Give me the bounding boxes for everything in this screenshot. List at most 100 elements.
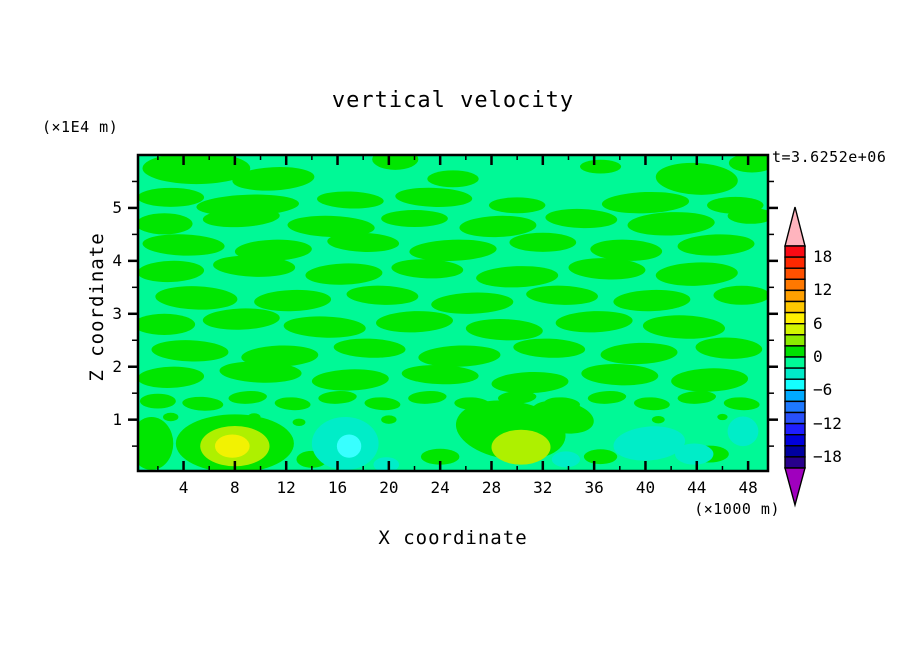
contour-region	[418, 345, 501, 367]
colorbar-segment	[784, 422, 806, 436]
contour-region	[372, 155, 419, 170]
x-axis-title: X coordinate	[378, 527, 528, 549]
y-axis-unit: (×1E4 m)	[42, 118, 119, 136]
contour-region	[408, 391, 447, 404]
contour-region	[513, 338, 586, 358]
contour-region	[655, 162, 738, 195]
contour-region	[391, 259, 464, 279]
contour-region	[551, 451, 581, 468]
colorbar-segment	[784, 311, 806, 325]
contour-region	[142, 155, 251, 185]
contour-region	[488, 197, 546, 214]
contour-region	[431, 292, 514, 314]
contour-region	[727, 207, 768, 224]
contour-region	[583, 449, 618, 465]
contour-region	[155, 286, 238, 310]
contour-region	[214, 434, 250, 458]
contour-region	[401, 365, 479, 385]
contour-region	[138, 417, 174, 470]
x-tick-label: 40	[635, 478, 656, 497]
contour-region	[600, 342, 678, 365]
x-tick-label: 12	[276, 478, 296, 497]
contour-region	[138, 313, 196, 335]
colorbar-tick-label: 12	[813, 280, 833, 300]
z-tick-label: 3	[112, 303, 122, 323]
contour-region	[317, 191, 384, 209]
colorbar-tick-label: 6	[813, 313, 823, 333]
contour-region	[674, 443, 714, 465]
contour-region	[526, 285, 598, 305]
contour-region	[627, 212, 715, 236]
contour-region	[601, 191, 690, 214]
contour-region	[142, 234, 225, 256]
contour-region	[138, 260, 205, 283]
contour-region	[182, 396, 224, 411]
contour-region	[151, 340, 229, 362]
x-tick-label: 4	[178, 478, 189, 497]
colorbar-segment	[784, 334, 806, 347]
contour-region	[376, 311, 453, 333]
contour-region	[723, 397, 760, 411]
colorbar-segment	[784, 278, 806, 292]
x-tick-label: 32	[533, 478, 553, 497]
contour-region	[283, 316, 366, 338]
colorbar-segment	[784, 267, 806, 281]
contour-region	[491, 371, 569, 394]
colorbar-segment	[784, 400, 806, 414]
contour-region	[717, 413, 728, 421]
contour-region	[581, 364, 659, 386]
x-tick-label: 44	[687, 478, 707, 497]
contour-field	[138, 155, 768, 471]
contour-region	[427, 170, 479, 188]
contour-region	[590, 239, 663, 261]
contour-region	[677, 234, 755, 256]
contour-region	[476, 266, 559, 288]
plot-title: vertical velocity	[331, 88, 575, 113]
colorbar-segment	[784, 289, 806, 303]
contour-region	[695, 337, 763, 359]
contour-region	[318, 391, 357, 404]
colorbar-segment	[784, 356, 806, 369]
contour-region	[228, 391, 267, 404]
contour-region	[202, 207, 280, 228]
x-tick-label: 28	[481, 478, 502, 497]
timestamp-label: t=3.6252e+06	[772, 148, 887, 166]
x-tick-label: 48	[738, 478, 758, 497]
contour-region	[409, 239, 497, 261]
contour-region	[274, 397, 311, 411]
contour-region	[727, 416, 759, 447]
x-axis-unit: (×1000 m)	[694, 500, 780, 518]
colorbar-segment	[784, 378, 806, 392]
z-tick-label: 4	[112, 250, 122, 270]
x-tick-label: 8	[230, 478, 240, 497]
contour-region	[139, 393, 176, 409]
contour-region	[138, 187, 205, 207]
contour-region	[642, 315, 725, 339]
contour-region	[530, 400, 594, 434]
contour-region	[677, 391, 717, 404]
colorbar-tick-label: −18	[813, 446, 842, 466]
contour-region	[138, 366, 205, 388]
contour-region	[213, 255, 296, 277]
colorbar-segment	[784, 456, 806, 469]
contour-region	[465, 319, 543, 341]
contour-region	[671, 368, 749, 392]
contour-region	[327, 232, 400, 252]
colorbar-tick-label: 0	[813, 347, 823, 366]
contour-region	[491, 429, 551, 465]
colorbar-tick-label: 18	[813, 247, 833, 267]
z-tick-label: 5	[112, 197, 122, 217]
contour-region	[311, 369, 389, 391]
contour-region	[633, 397, 670, 411]
contour-region	[613, 289, 691, 312]
colorbar-segment	[784, 300, 806, 314]
contour-region	[287, 215, 375, 238]
contour-region	[580, 159, 622, 174]
contour-region	[254, 289, 332, 312]
contour-region	[373, 457, 400, 471]
contour-region	[420, 448, 460, 465]
contour-region	[568, 258, 646, 280]
colorbar-segment	[784, 445, 806, 458]
colorbar-over-arrow	[784, 206, 806, 247]
